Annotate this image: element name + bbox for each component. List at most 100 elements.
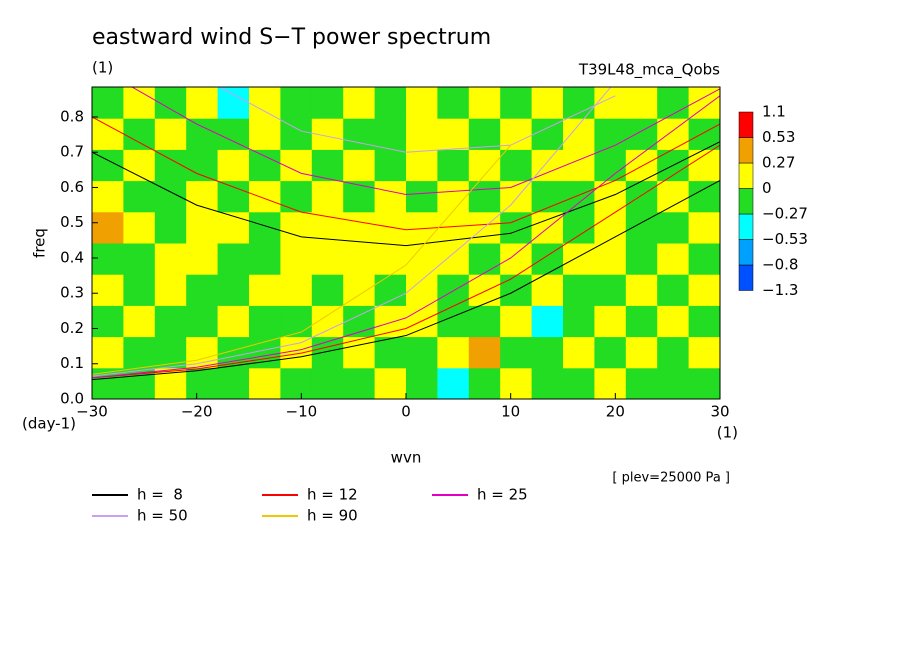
field-cell <box>311 180 344 213</box>
dispersion-curve <box>92 179 720 381</box>
dispersion-curve <box>92 144 720 379</box>
field-cell <box>92 243 124 275</box>
x-tick-label: 30 <box>710 403 729 421</box>
field-cell <box>625 274 658 306</box>
field-cell <box>249 180 281 213</box>
field <box>92 87 721 400</box>
colorbar-label: −1.3 <box>762 281 798 299</box>
dispersion-curve <box>92 95 720 379</box>
field-cell <box>249 243 281 275</box>
field-cell <box>374 149 407 182</box>
y-tick-label: 0.7 <box>60 143 84 161</box>
field-cell <box>343 180 376 213</box>
dispersion-curve <box>92 116 720 231</box>
field-cell <box>594 243 627 275</box>
field-cell <box>186 367 219 400</box>
field-cell <box>343 211 376 244</box>
field-cell <box>280 274 313 306</box>
field-cell <box>688 211 721 244</box>
x-tick-label: −20 <box>181 403 213 421</box>
field-cell <box>280 149 313 182</box>
field-cell <box>92 180 124 213</box>
field-cell <box>657 336 690 369</box>
x-tick-label: 0 <box>401 403 411 421</box>
field-cell <box>468 211 501 244</box>
field-cell <box>406 274 438 306</box>
field-cell <box>343 336 376 369</box>
y-tick-label: 0.6 <box>60 178 84 196</box>
colorbar-label: −0.8 <box>762 256 798 274</box>
y-tick-label: 0.1 <box>60 354 84 372</box>
field-cell <box>154 180 187 213</box>
dispersion-curve <box>218 87 616 153</box>
field-cell <box>688 336 721 369</box>
dispersion-curve <box>92 141 720 247</box>
field-cell <box>594 118 627 150</box>
y-tick-label: 0.2 <box>60 319 84 337</box>
field-cell <box>311 367 344 400</box>
field-cell <box>249 305 281 338</box>
chart-title: eastward wind S−T power spectrum <box>92 25 491 50</box>
field-cell <box>563 336 595 369</box>
field-cell <box>123 243 156 275</box>
field-cell <box>437 367 470 400</box>
field-cell <box>688 305 721 338</box>
field-cell <box>437 87 470 119</box>
field-cell <box>186 118 219 150</box>
field-cell <box>625 87 658 119</box>
field-cell <box>657 305 690 338</box>
field-cell <box>311 274 344 306</box>
field-cell <box>657 180 690 213</box>
field-cell <box>186 336 219 369</box>
dispersion-curve <box>92 87 612 377</box>
field-cell <box>594 149 627 182</box>
field-cell <box>563 274 595 306</box>
field-cell <box>154 211 187 244</box>
field-cell <box>468 87 501 119</box>
colorbar-label: 0.27 <box>762 154 795 172</box>
field-cell <box>186 87 219 119</box>
field-cell <box>657 274 690 306</box>
field-cell <box>437 149 470 182</box>
field-cell <box>92 118 124 150</box>
field-cell <box>594 87 627 119</box>
field-cell <box>311 149 344 182</box>
field-cell <box>343 367 376 400</box>
field-cell <box>563 180 595 213</box>
field-cell <box>280 118 313 150</box>
field-cell <box>217 87 250 119</box>
field-cell <box>217 243 250 275</box>
field-cell <box>657 243 690 275</box>
field-cell <box>531 243 564 275</box>
field-cell <box>437 118 470 150</box>
field-cell <box>374 118 407 150</box>
field-cell <box>343 274 376 306</box>
legend-label: h = 12 <box>307 486 358 504</box>
field-cell <box>154 243 187 275</box>
field-cell <box>123 336 156 369</box>
field-cell <box>531 367 564 400</box>
field-cell <box>374 243 407 275</box>
field-cell <box>249 87 281 119</box>
field-cell <box>437 336 470 369</box>
field-cell <box>594 211 627 244</box>
field-cell <box>92 87 124 119</box>
field-cell <box>374 367 407 400</box>
subtitle-right: T39L48_mca_Qobs <box>578 61 720 80</box>
field-cell <box>531 180 564 213</box>
field-cell <box>468 118 501 150</box>
colorbar-label: 1.1 <box>762 103 786 121</box>
field-cell <box>249 367 281 400</box>
colorbar-box <box>738 264 754 291</box>
field-cell <box>406 336 438 369</box>
field-cell <box>92 211 124 244</box>
y-tick-label: 0.3 <box>60 284 84 302</box>
y-tick-label: 0.8 <box>60 107 84 125</box>
field-cell <box>625 118 658 150</box>
y-axis-label: freq <box>31 228 49 258</box>
colorbar-box <box>738 111 754 138</box>
field-cell <box>468 367 501 400</box>
field-cell <box>154 274 187 306</box>
curves <box>92 87 720 381</box>
annotation: [ plev=25000 Pa ] <box>612 471 730 486</box>
